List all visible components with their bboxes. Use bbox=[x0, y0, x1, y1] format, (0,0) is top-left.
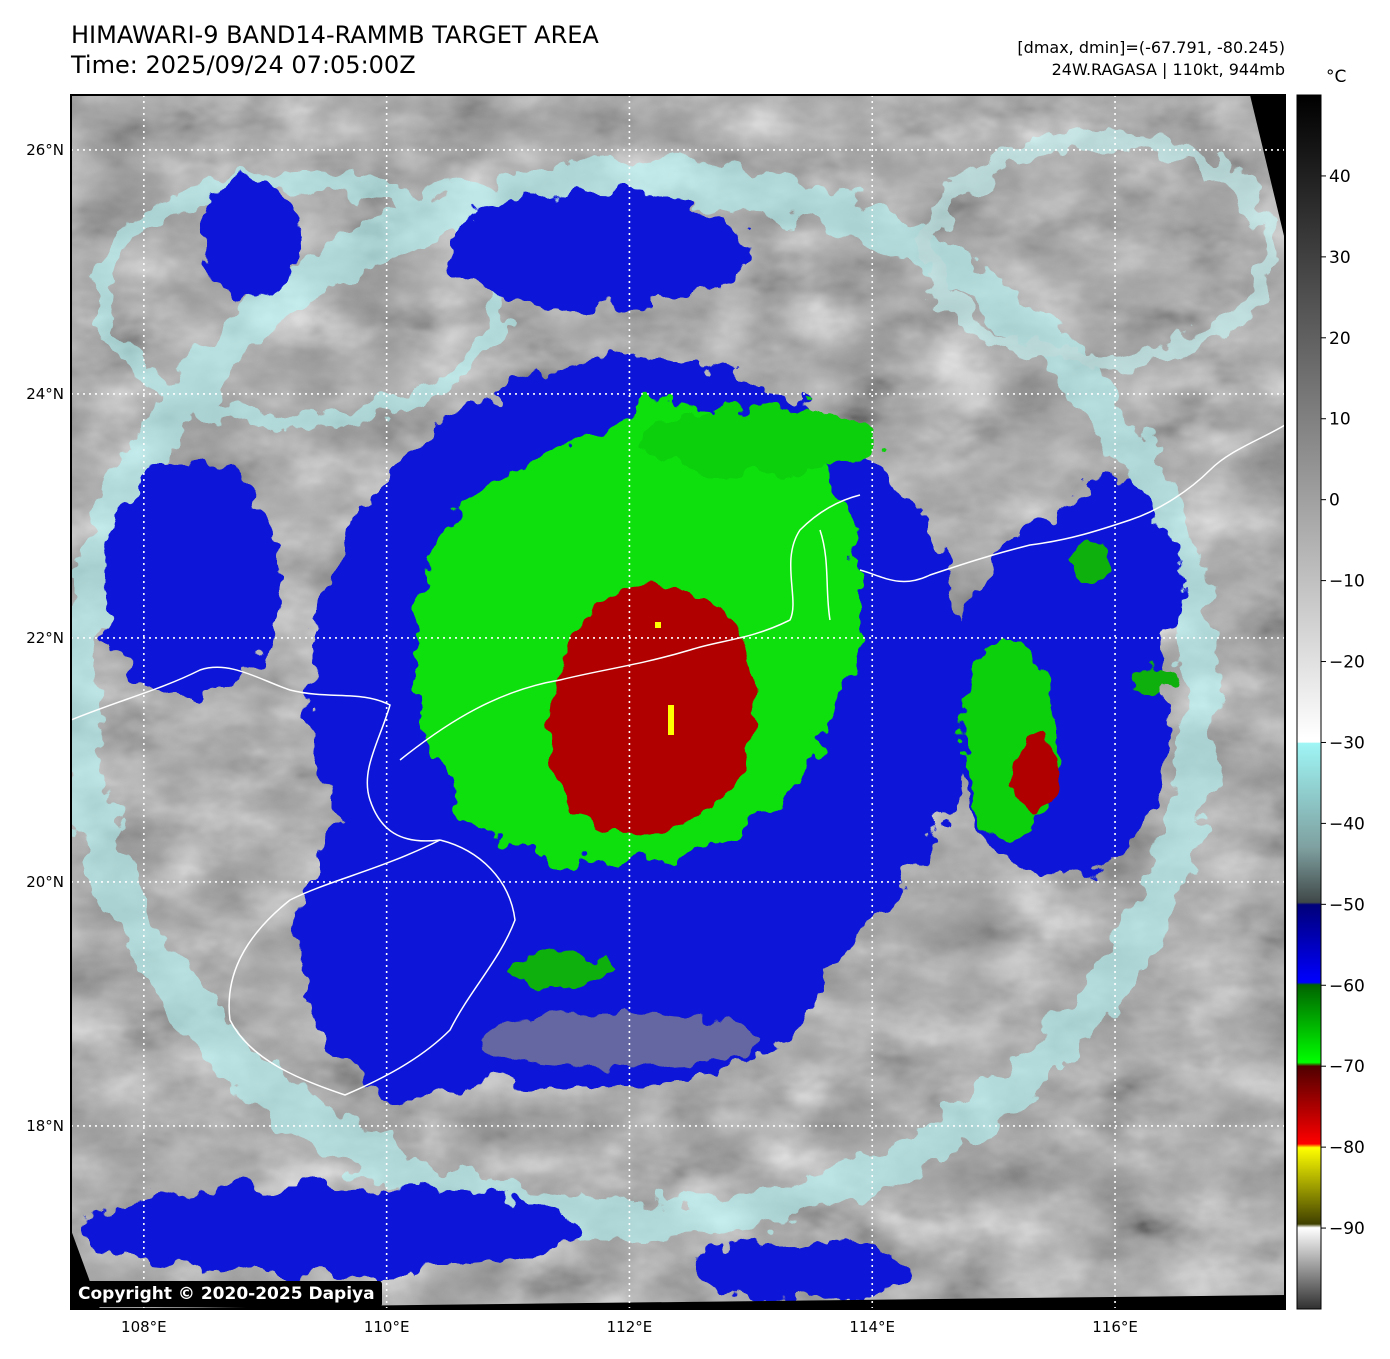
storm-core-red bbox=[549, 585, 1058, 835]
coldest-pixels bbox=[668, 705, 674, 735]
dmax-dmin-text: [dmax, dmin]=(-67.791, -80.245) bbox=[1017, 38, 1285, 57]
lat-label: 24°N bbox=[26, 385, 64, 403]
longitude-labels: 108°E 110°E 112°E 114°E 116°E bbox=[121, 1318, 1138, 1336]
storm-meta: [dmax, dmin]=(-67.791, -80.245) 24W.RAGA… bbox=[1017, 37, 1285, 81]
figure-title: HIMAWARI-9 BAND14-RAMMB TARGET AREA Time… bbox=[71, 20, 599, 80]
lat-label: 22°N bbox=[26, 629, 64, 647]
lon-label: 114°E bbox=[849, 1318, 895, 1336]
title-line-satellite: HIMAWARI-9 BAND14-RAMMB TARGET AREA bbox=[71, 21, 599, 49]
colorbar bbox=[1296, 94, 1322, 1310]
lon-label: 116°E bbox=[1092, 1318, 1138, 1336]
colorbar-unit: °C bbox=[1326, 67, 1347, 87]
colorbar-tick-label: 10 bbox=[1329, 410, 1351, 430]
colorbar-tick-label: 20 bbox=[1329, 329, 1351, 349]
colorbar-tick-label: 0 bbox=[1329, 491, 1340, 511]
coastlines bbox=[71, 424, 1285, 1096]
lon-label: 110°E bbox=[364, 1318, 410, 1336]
colorbar-tick-label: −80 bbox=[1329, 1138, 1365, 1158]
storm-info-text: 24W.RAGASA | 110kt, 944mb bbox=[1051, 60, 1285, 79]
lat-label: 26°N bbox=[26, 141, 64, 159]
colorbar-tick-label: −90 bbox=[1329, 1219, 1365, 1239]
colorbar-tick-label: −40 bbox=[1329, 814, 1365, 834]
satellite-imagery bbox=[71, 95, 1285, 1309]
colorbar-tick-label: −70 bbox=[1329, 1057, 1365, 1077]
colorbar-tick-label: 40 bbox=[1329, 167, 1351, 187]
map-frame bbox=[70, 94, 1286, 1310]
colorbar-tick-label: −50 bbox=[1329, 895, 1365, 915]
graticule bbox=[71, 95, 1285, 1309]
colorbar-tick-label: −60 bbox=[1329, 976, 1365, 996]
copyright-badge: Copyright © 2020-2025 Dapiya bbox=[71, 1281, 382, 1307]
latitude-labels: 26°N 24°N 22°N 20°N 18°N bbox=[26, 141, 64, 1135]
colorbar-tick-label: −10 bbox=[1329, 572, 1365, 592]
lat-label: 18°N bbox=[26, 1117, 64, 1135]
lon-label: 112°E bbox=[607, 1318, 653, 1336]
colorbar-tick-label: −20 bbox=[1329, 653, 1365, 673]
lon-label: 108°E bbox=[121, 1318, 167, 1336]
colorbar-tick-label: −30 bbox=[1329, 733, 1365, 753]
colorbar-ticks: 40 30 20 10 0 −10 −20 −30 −40 −50 −60 −70 −80 −90 bbox=[1321, 167, 1365, 1239]
title-line-time: Time: 2025/09/24 07:05:00Z bbox=[71, 51, 416, 79]
colorbar-tick-label: 30 bbox=[1329, 248, 1351, 268]
lat-label: 20°N bbox=[26, 873, 64, 891]
